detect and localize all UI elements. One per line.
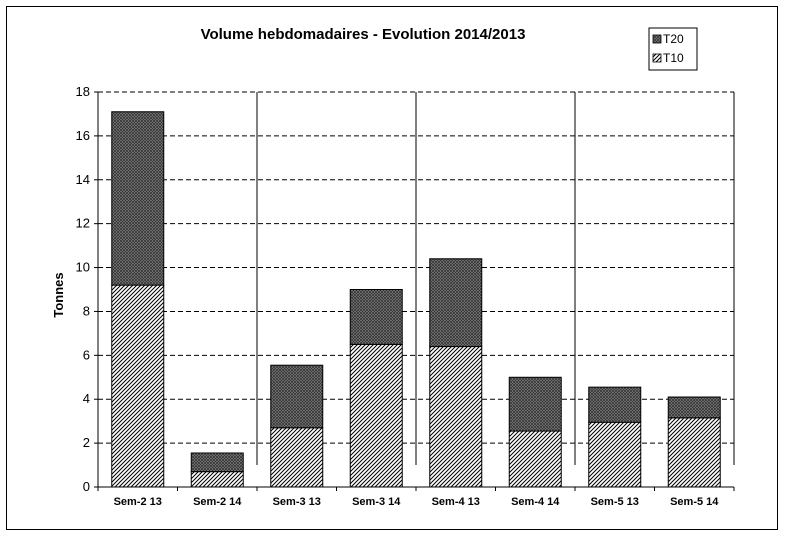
- bar-t20-5: [508, 376, 562, 432]
- legend-label-t10: T10: [663, 51, 684, 65]
- bar-t10-6: [588, 421, 642, 488]
- chart-title: Volume hebdomadaires - Evolution 2014/20…: [201, 26, 526, 43]
- x-tick-label: Sem-5 14: [670, 496, 719, 508]
- y-tick-label: 14: [76, 172, 90, 187]
- bar-t10-2: [270, 427, 324, 488]
- bar-t20-3: [349, 289, 403, 345]
- legend-label-t20: T20: [663, 32, 684, 46]
- bar-t20-2: [270, 364, 324, 429]
- y-tick-label: 10: [76, 260, 90, 275]
- y-axis-label: Tonnes: [51, 272, 66, 317]
- chart-frame: Volume hebdomadaires - Evolution 2014/20…: [6, 6, 778, 530]
- x-tick-label: Sem-5 13: [591, 496, 639, 508]
- x-ticks: Sem-2 13 Sem-2 14 Sem-3 13 Sem-3 14 Sem-4 13…: [97, 487, 735, 508]
- y-tick-label: 18: [76, 84, 90, 99]
- x-tick-label: Sem-3 14: [352, 496, 401, 508]
- x-tick-label: Sem-3 13: [273, 496, 321, 508]
- y-tick-label: 8: [83, 303, 90, 318]
- bar-t10-5: [508, 430, 562, 488]
- x-tick-label: Sem-2 14: [193, 496, 242, 508]
- y-tick-label: 0: [83, 479, 90, 494]
- y-tick-label: 6: [83, 347, 90, 362]
- bar-t20-0: [111, 111, 165, 286]
- legend-swatch-t20: [652, 34, 662, 44]
- chart-svg: Volume hebdomadaires - Evolution 2014/20…: [51, 26, 735, 508]
- legend-swatch-t10: [652, 53, 662, 63]
- y-tick-label: 2: [83, 435, 90, 450]
- x-tick-label: Sem-4 14: [511, 496, 560, 508]
- bar-t10-4: [429, 346, 483, 488]
- legend: T20 T10: [648, 27, 698, 71]
- bar-t10-0: [111, 284, 165, 488]
- bar-t10-3: [349, 343, 403, 488]
- bar-t20-7: [667, 396, 721, 419]
- bars: [111, 111, 721, 488]
- y-tick-label: 4: [83, 391, 90, 406]
- bar-t20-6: [588, 386, 642, 423]
- bar-t10-7: [667, 417, 721, 488]
- x-tick-label: Sem-2 13: [114, 496, 162, 508]
- x-tick-label: Sem-4 13: [432, 496, 480, 508]
- y-tick-label: 12: [76, 216, 90, 231]
- bar-t20-4: [429, 258, 483, 348]
- bar-t20-1: [190, 452, 244, 473]
- y-tick-label: 16: [76, 128, 90, 143]
- bar-t10-1: [190, 471, 244, 488]
- y-ticks: 0 2 4 6 8 10 12 14 16 18: [76, 84, 98, 494]
